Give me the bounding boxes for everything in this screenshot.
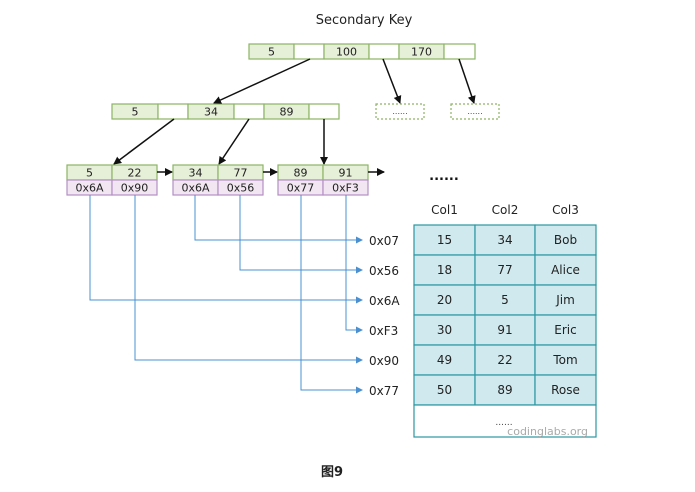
internal-key-cell-text: 5 bbox=[132, 106, 139, 119]
table-column-header: Col3 bbox=[552, 203, 579, 217]
table-column-header: Col1 bbox=[431, 203, 458, 217]
leaf-key-cell-text: 5 bbox=[86, 167, 93, 180]
row-pointer-line bbox=[300, 195, 363, 394]
row-pointer-line bbox=[345, 195, 363, 334]
row-address-label: 0x77 bbox=[369, 384, 399, 398]
internal-to-leaf-arrow bbox=[113, 118, 175, 165]
table-cell bbox=[474, 284, 536, 316]
leaf-row-pointer-cell-text: 0x56 bbox=[227, 182, 255, 195]
placeholder-node-text: ...... bbox=[392, 107, 407, 116]
table-more-ellipsis: ...... bbox=[495, 418, 512, 428]
placeholder-node-text: ...... bbox=[467, 107, 482, 116]
table-more-rows bbox=[413, 404, 597, 438]
table-cell-text: Bob bbox=[554, 233, 577, 247]
leaf-row-pointer-cell-text: 0x6A bbox=[75, 182, 104, 195]
leaf-row-pointer-cell-text: 0x77 bbox=[287, 182, 315, 195]
table-cell-text: 30 bbox=[437, 323, 452, 337]
table-cell bbox=[413, 224, 476, 256]
row-address-label: 0xF3 bbox=[369, 324, 398, 338]
table-cell-text: 20 bbox=[437, 293, 452, 307]
table-cell bbox=[534, 344, 597, 376]
table-cell bbox=[474, 224, 536, 256]
leaf-key-cell-text: 89 bbox=[294, 167, 308, 180]
table-cell-text: 18 bbox=[437, 263, 452, 277]
table-cell-text: Eric bbox=[554, 323, 576, 337]
root-pointer-cell bbox=[293, 43, 325, 60]
table-cell bbox=[534, 284, 597, 316]
table-cell bbox=[474, 314, 536, 346]
root-pointer-cell bbox=[443, 43, 476, 60]
root-key-cell-text: 170 bbox=[411, 46, 432, 59]
internal-pointer-cell bbox=[308, 103, 340, 120]
placeholder-node bbox=[375, 103, 425, 120]
row-pointer-line bbox=[89, 195, 363, 304]
table-column-header: Col2 bbox=[492, 203, 519, 217]
row-pointer-line bbox=[239, 195, 363, 274]
table-cell-text: 5 bbox=[501, 293, 509, 307]
table-cell bbox=[413, 314, 476, 346]
root-key-cell-text: 100 bbox=[336, 46, 357, 59]
row-address-label: 0x6A bbox=[369, 294, 400, 308]
table-cell bbox=[413, 284, 476, 316]
root-to-placeholder-arrow bbox=[382, 58, 402, 104]
table-cell bbox=[474, 374, 536, 406]
row-pointer-line bbox=[134, 195, 363, 364]
internal-key-cell-text: 89 bbox=[280, 106, 294, 119]
internal-key-cell-text: 34 bbox=[204, 106, 218, 119]
row-address-label: 0x07 bbox=[369, 234, 399, 248]
table-cell-text: 91 bbox=[497, 323, 512, 337]
internal-to-leaf-arrow bbox=[218, 118, 250, 165]
leaf-key-cell-text: 22 bbox=[128, 167, 142, 180]
watermark: codinglabs.org bbox=[507, 425, 588, 438]
root-key-cell-text: 5 bbox=[268, 46, 275, 59]
leaf-key-cell-text: 77 bbox=[234, 167, 248, 180]
table-cell-text: 77 bbox=[497, 263, 512, 277]
table-cell-text: Jim bbox=[555, 293, 575, 307]
leaf-row-pointer-cell-text: 0x90 bbox=[121, 182, 149, 195]
table-cell-text: Tom bbox=[552, 353, 577, 367]
root-to-internal-arrow bbox=[213, 58, 311, 104]
table-cell bbox=[534, 314, 597, 346]
leaf-key-cell-text: 91 bbox=[339, 167, 353, 180]
table-cell bbox=[534, 224, 597, 256]
leaf-continuation-ellipsis: ...... bbox=[429, 169, 459, 184]
diagram-title: Secondary Key bbox=[316, 13, 413, 28]
table-cell-text: Rose bbox=[551, 383, 580, 397]
table-cell-text: 50 bbox=[437, 383, 452, 397]
table-cell-text: 89 bbox=[497, 383, 512, 397]
leaf-key-cell-text: 34 bbox=[189, 167, 203, 180]
table-cell-text: Alice bbox=[551, 263, 580, 277]
leaf-row-pointer-cell-text: 0xF3 bbox=[332, 182, 359, 195]
table-cell-text: 15 bbox=[437, 233, 452, 247]
figure-caption: 图9 bbox=[321, 465, 343, 480]
leaf-row-pointer-cell-text: 0x6A bbox=[181, 182, 210, 195]
table-cell bbox=[413, 254, 476, 286]
row-address-label: 0x90 bbox=[369, 354, 399, 368]
row-address-label: 0x56 bbox=[369, 264, 399, 278]
table-cell-text: 49 bbox=[437, 353, 452, 367]
root-to-placeholder-arrow bbox=[458, 58, 476, 104]
root-pointer-cell bbox=[368, 43, 400, 60]
internal-pointer-cell bbox=[233, 103, 265, 120]
table-cell-text: 22 bbox=[497, 353, 512, 367]
internal-pointer-cell bbox=[157, 103, 189, 120]
row-pointer-line bbox=[194, 195, 363, 244]
table-cell-text: 34 bbox=[497, 233, 512, 247]
placeholder-node bbox=[450, 103, 500, 120]
table-cell bbox=[474, 254, 536, 286]
